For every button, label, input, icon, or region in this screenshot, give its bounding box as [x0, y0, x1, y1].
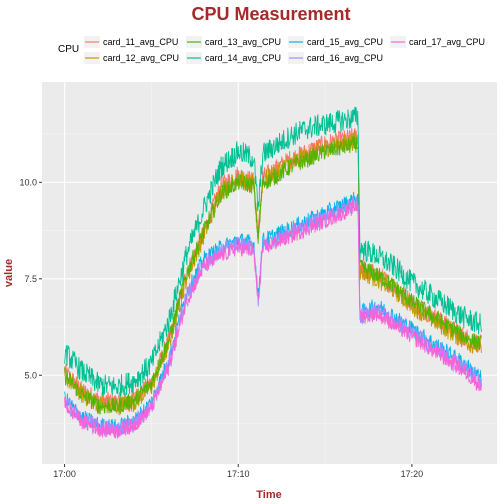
legend-label: card_13_avg_CPU [205, 37, 281, 47]
legend: CPU card_11_avg_CPU card_12_avg_CPU card_1… [58, 36, 485, 64]
series-line-card_17_avg_CPU [64, 200, 482, 440]
legend-item-card_16_avg_CPU: card_16_avg_CPU [288, 52, 383, 64]
series-lines [64, 106, 482, 440]
legend-item-card_14_avg_CPU: card_14_avg_CPU [186, 52, 281, 64]
x-tick-label: 17:10 [227, 469, 250, 479]
legend-item-card_17_avg_CPU: card_17_avg_CPU [390, 36, 485, 48]
y-tick-label: 7.5 [24, 274, 37, 284]
legend-label: card_16_avg_CPU [307, 53, 383, 63]
legend-label: card_17_avg_CPU [409, 37, 485, 47]
x-tick-label: 17:00 [53, 469, 76, 479]
chart-title: CPU Measurement [191, 4, 350, 24]
y-tick-label: 10.0 [19, 177, 37, 187]
legend-label: card_15_avg_CPU [307, 37, 383, 47]
legend-label: card_11_avg_CPU [103, 37, 178, 47]
axes: 17:00 17:10 17:20 5.0 7.5 10.0 [19, 177, 423, 479]
series-line-card_14_avg_CPU [64, 106, 482, 397]
legend-item-card_11_avg_CPU: card_11_avg_CPU [84, 36, 178, 48]
grid-lines [42, 82, 497, 464]
series-line-card_13_avg_CPU [64, 135, 482, 415]
x-tick-label: 17:20 [401, 469, 424, 479]
legend-label: card_12_avg_CPU [103, 53, 179, 63]
legend-title: CPU [58, 44, 79, 55]
legend-label: card_14_avg_CPU [205, 53, 281, 63]
x-axis-title: Time [256, 489, 281, 501]
y-axis-title: value [3, 259, 15, 287]
legend-item-card_13_avg_CPU: card_13_avg_CPU [186, 36, 281, 48]
y-tick-label: 5.0 [24, 370, 37, 380]
legend-item-card_12_avg_CPU: card_12_avg_CPU [84, 52, 179, 64]
legend-item-card_15_avg_CPU: card_15_avg_CPU [288, 36, 383, 48]
